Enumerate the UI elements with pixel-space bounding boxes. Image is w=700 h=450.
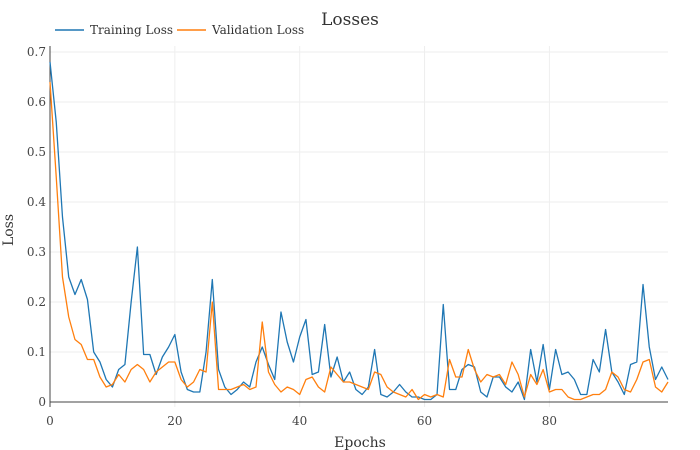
tick-labels: 0 0.1 0.2 0.3 0.4 0.5 0.6 0.7 0 20 40 60 80 — [27, 45, 557, 428]
y-tick-label: 0.7 — [27, 45, 46, 59]
validation-loss-line — [49, 81, 669, 401]
y-tick-label: 0.1 — [27, 345, 46, 359]
legend-item-validation: Validation Loss — [177, 23, 304, 37]
x-tick-label: 40 — [292, 414, 307, 428]
y-tick-label: 0.2 — [27, 295, 46, 309]
x-axis-title: Epochs — [334, 435, 386, 450]
legend: Training Loss Validation Loss — [55, 23, 304, 37]
y-tick-label: 0.5 — [27, 145, 46, 159]
x-tick-label: 60 — [417, 414, 432, 428]
x-tick-label: 20 — [167, 414, 182, 428]
training-loss-line — [49, 61, 669, 401]
legend-label-training: Training Loss — [90, 23, 173, 37]
grid-lines — [50, 46, 668, 407]
axes — [49, 46, 668, 407]
chart-title: Losses — [321, 10, 379, 30]
y-tick-label: 0 — [38, 395, 46, 409]
x-tick-label: 80 — [542, 414, 557, 428]
y-axis-title: Loss — [1, 214, 17, 246]
y-tick-label: 0.6 — [27, 95, 46, 109]
y-tick-label: 0.3 — [27, 245, 46, 259]
y-tick-label: 0.4 — [27, 195, 46, 209]
legend-label-validation: Validation Loss — [211, 23, 304, 37]
legend-item-training: Training Loss — [55, 23, 173, 37]
series-lines — [49, 61, 669, 401]
x-tick-label: 0 — [46, 414, 54, 428]
